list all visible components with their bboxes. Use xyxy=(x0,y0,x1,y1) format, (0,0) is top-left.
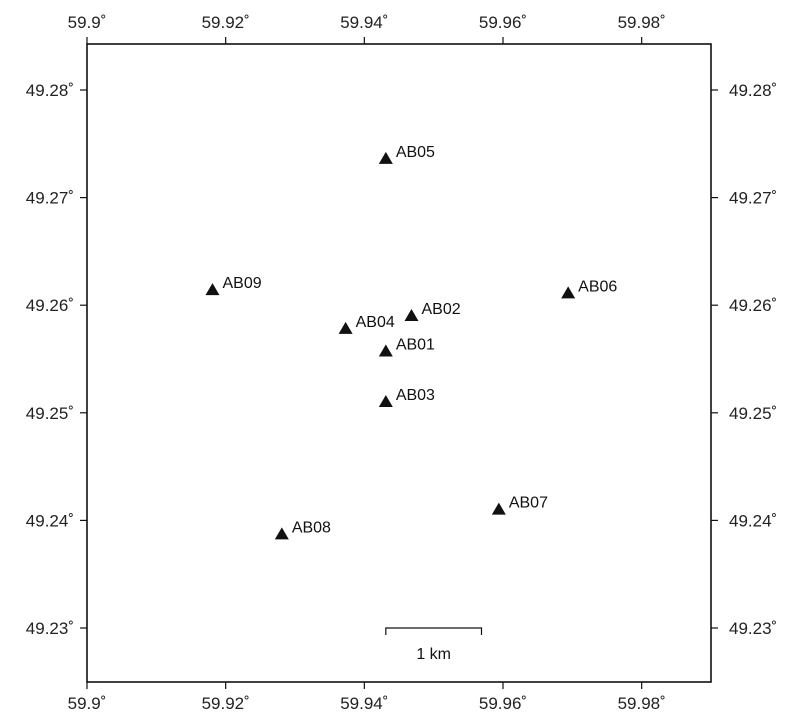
triangle-marker-icon xyxy=(378,151,393,164)
station-ab05: AB05 xyxy=(378,144,435,164)
y-tick-label-left: 49.28˚ xyxy=(26,81,74,100)
station-ab02: AB02 xyxy=(404,301,461,321)
x-tick-label-bottom: 59.9˚ xyxy=(68,694,107,713)
y-tick-label-right: 49.26˚ xyxy=(729,296,777,315)
station-label: AB05 xyxy=(396,144,435,161)
station-ab07: AB07 xyxy=(491,495,548,515)
y-tick-label-left: 49.26˚ xyxy=(26,296,74,315)
map-frame xyxy=(86,43,712,683)
station-ab01: AB01 xyxy=(378,336,435,357)
triangle-marker-icon xyxy=(561,286,576,299)
triangle-marker-icon xyxy=(274,527,289,540)
x-tick-label-top: 59.9˚ xyxy=(68,13,107,32)
x-tick-label-bottom: 59.98˚ xyxy=(618,694,666,713)
x-tick-label-bottom: 59.96˚ xyxy=(479,694,527,713)
x-tick-label-top: 59.96˚ xyxy=(479,13,527,32)
triangle-marker-icon xyxy=(491,502,506,515)
station-ab09: AB09 xyxy=(205,275,262,296)
station-ab04: AB04 xyxy=(338,314,395,334)
y-tick-label-right: 49.25˚ xyxy=(729,404,777,423)
x-tick-label-top: 59.94˚ xyxy=(340,13,388,32)
triangle-marker-icon xyxy=(378,344,393,357)
x-tick-label-bottom: 59.92˚ xyxy=(202,694,250,713)
station-layer: AB01 AB02 AB03 AB04 AB05 AB06 AB07 AB08 AB09 xyxy=(205,144,617,540)
scale-bar-line xyxy=(385,627,483,635)
y-tick-label-left: 49.23˚ xyxy=(26,619,74,638)
x-tick-label-top: 59.98˚ xyxy=(618,13,666,32)
y-tick-label-right: 49.24˚ xyxy=(729,511,777,530)
station-label: AB04 xyxy=(356,314,395,331)
station-ab03: AB03 xyxy=(378,387,435,408)
y-tick-label-right: 49.27˚ xyxy=(729,189,777,208)
station-label: AB09 xyxy=(222,275,261,292)
scale-bar: 1 km xyxy=(385,627,483,663)
station-label: AB06 xyxy=(578,278,617,295)
triangle-marker-icon xyxy=(338,321,353,334)
triangle-marker-icon xyxy=(378,395,393,408)
station-label: AB02 xyxy=(421,301,460,318)
y-tick-label-right: 49.28˚ xyxy=(729,81,777,100)
latitude-axis: 49.23˚ 49.23˚ 49.24˚ 49.24˚ 49.25˚ 49.25˚ 49.2… xyxy=(26,81,777,638)
station-label: AB08 xyxy=(292,519,331,536)
y-tick-label-left: 49.24˚ xyxy=(26,511,74,530)
y-tick-label-right: 49.23˚ xyxy=(729,619,777,638)
y-tick-label-left: 49.27˚ xyxy=(26,189,74,208)
y-tick-label-left: 49.25˚ xyxy=(26,404,74,423)
station-label: AB01 xyxy=(396,336,435,353)
station-label: AB07 xyxy=(509,495,548,512)
triangle-marker-icon xyxy=(205,283,220,296)
longitude-axis: 59.9˚ 59.9˚ 59.92˚ 59.92˚ 59.94˚ 59.94˚ 59.96˚… xyxy=(68,13,666,713)
triangle-marker-icon xyxy=(404,308,419,321)
x-tick-label-top: 59.92˚ xyxy=(202,13,250,32)
station-ab08: AB08 xyxy=(274,519,331,540)
station-ab06: AB06 xyxy=(561,278,617,299)
station-label: AB03 xyxy=(396,387,435,404)
x-tick-label-bottom: 59.94˚ xyxy=(340,694,388,713)
scale-bar-label: 1 km xyxy=(416,646,451,663)
